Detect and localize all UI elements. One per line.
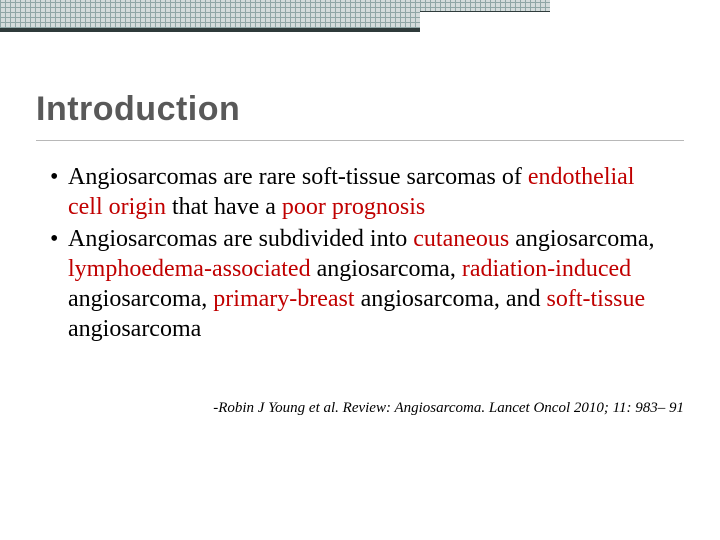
highlight-text: primary-breast <box>213 286 354 312</box>
slide-title: Introduction <box>36 90 240 129</box>
body-content: Angiosarcomas are rare soft-tissue sarco… <box>46 162 674 346</box>
body-text: angiosarcoma, <box>311 256 462 282</box>
highlight-text: soft-tissue <box>547 286 646 312</box>
highlight-text: lymphoedema-associated <box>68 256 311 282</box>
top-decoration <box>0 0 720 62</box>
bullet-item: Angiosarcomas are rare soft-tissue sarco… <box>46 162 674 222</box>
dark-bar <box>0 28 420 32</box>
highlight-text: radiation-induced <box>462 256 631 282</box>
body-text: Angiosarcomas are rare soft-tissue sarco… <box>68 164 528 190</box>
pattern-mask <box>550 0 720 11</box>
slide: Introduction Angiosarcomas are rare soft… <box>0 0 720 540</box>
highlight-text: poor prognosis <box>282 194 425 220</box>
highlight-text: cutaneous <box>413 226 509 252</box>
bullet-item: Angiosarcomas are subdivided into cutane… <box>46 224 674 344</box>
title-underline <box>36 140 684 141</box>
body-text: that have a <box>166 194 282 220</box>
body-text: angiosarcoma <box>68 316 201 342</box>
body-text: angiosarcoma, <box>509 226 654 252</box>
body-text: Angiosarcomas are subdivided into <box>68 226 413 252</box>
citation: -Robin J Young et al. Review: Angiosarco… <box>0 400 684 417</box>
thin-rule <box>420 11 550 12</box>
body-text: angiosarcoma, and <box>355 286 547 312</box>
bullet-list: Angiosarcomas are rare soft-tissue sarco… <box>46 162 674 344</box>
pattern-mask <box>420 11 720 28</box>
body-text: angiosarcoma, <box>68 286 213 312</box>
